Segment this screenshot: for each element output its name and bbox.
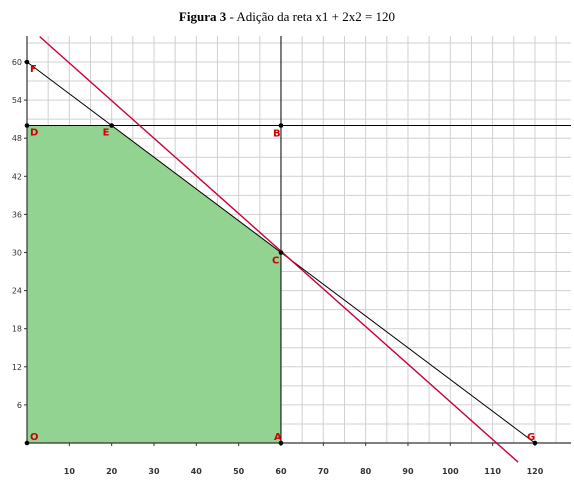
point-label-o: O [30,432,39,443]
point-d [24,123,30,128]
point-label-e: E [103,128,110,139]
y-tick-label: 18 [12,325,22,334]
y-tick-label: 54 [12,96,22,105]
point-label-a: A [274,432,282,443]
x-tick-label: 60 [275,467,287,476]
x-tick-label: 10 [64,467,76,476]
y-tick-label: 24 [12,287,22,296]
x-tick-label: 50 [233,467,245,476]
x-tick-label: 90 [402,467,414,476]
point-c [278,250,284,255]
x-tick-label: 80 [360,467,372,476]
x-tick-label: 20 [106,467,118,476]
point-label-c: C [272,256,279,267]
x-tick-label: 100 [442,467,459,476]
x-tick-label: 70 [318,467,330,476]
x-tick-label: 110 [484,467,501,476]
x-tick-label: 40 [191,467,203,476]
point-label-d: D [30,128,38,139]
y-tick-label: 30 [12,249,22,258]
point-g [532,440,538,446]
point-label-f: F [30,64,37,75]
point-e [109,123,114,128]
point-o [24,440,30,446]
y-tick-label: 60 [12,58,22,67]
figure-caption: Figura 3 - Adição da reta x1 + 2x2 = 120 [0,9,574,25]
caption-figure-number: Figura 3 [178,9,227,24]
x-tick-label: 120 [527,467,544,476]
point-b [278,123,284,128]
y-tick-label: 6 [17,401,22,410]
y-tick-label: 12 [12,363,22,372]
added-line-x1-2x2-120 [39,36,519,463]
y-tick-label: 36 [12,210,22,219]
y-tick-label: 42 [12,172,22,181]
x-tick-label: 30 [148,467,160,476]
point-a [278,440,284,446]
feasible-region [27,125,281,443]
point-f [24,59,30,65]
caption-text: - Adição da reta x1 + 2x2 = 120 [226,9,396,24]
point-label-g: G [527,432,535,443]
point-label-b: B [273,129,281,140]
y-tick-label: 48 [12,134,22,143]
